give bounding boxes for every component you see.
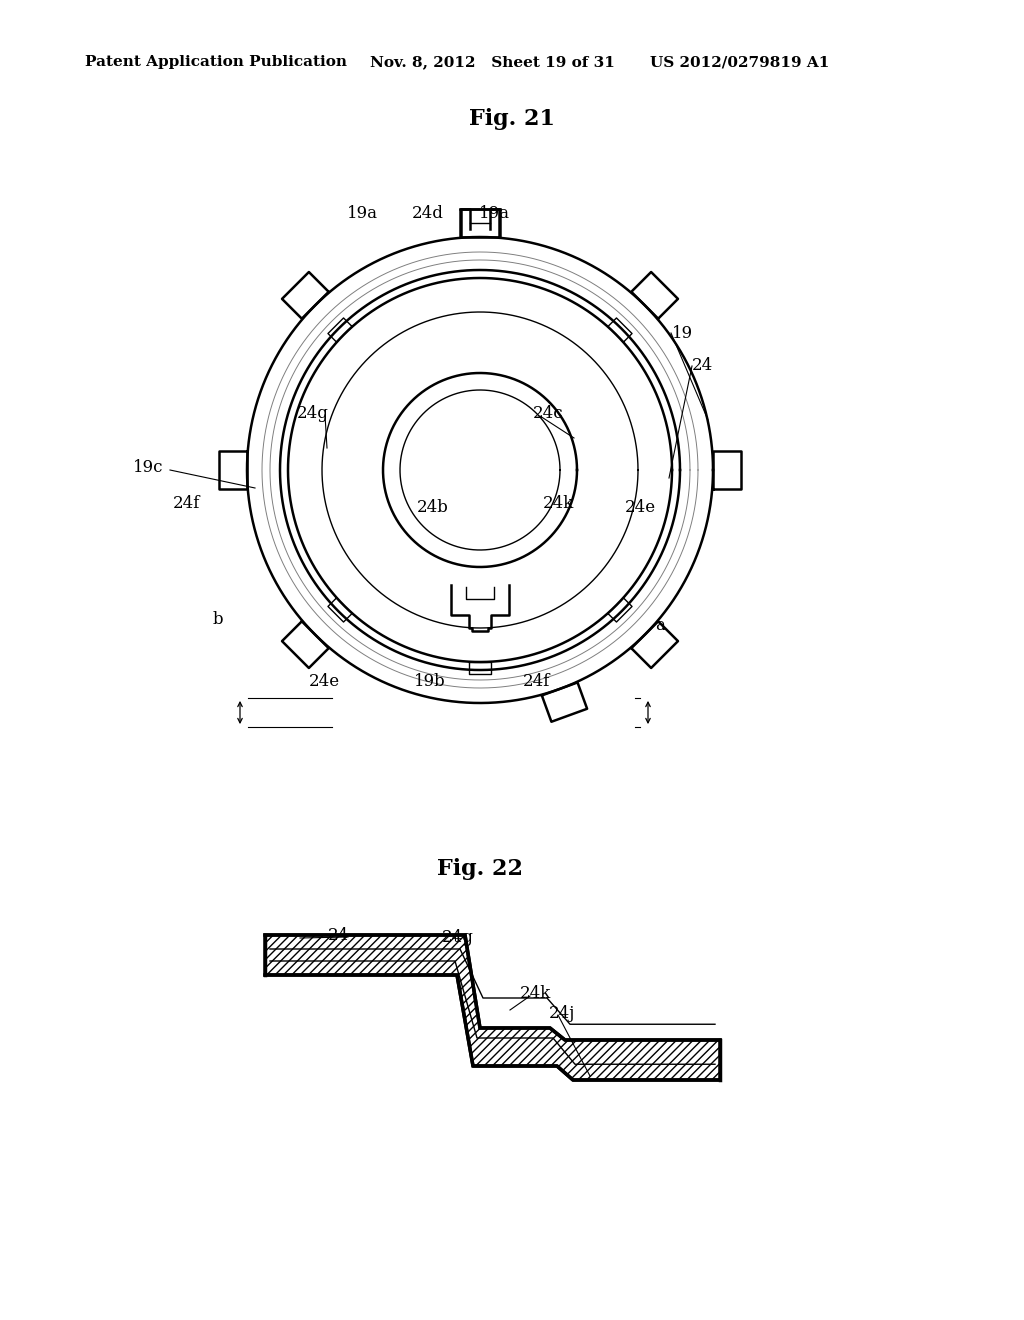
- Text: 24e: 24e: [308, 673, 340, 690]
- Text: b: b: [213, 611, 223, 628]
- Polygon shape: [265, 935, 720, 1080]
- Text: Fig. 22: Fig. 22: [437, 858, 523, 880]
- Text: Patent Application Publication: Patent Application Publication: [85, 55, 347, 69]
- Text: 24k: 24k: [519, 985, 551, 1002]
- Text: 24g: 24g: [442, 928, 474, 945]
- Text: US 2012/0279819 A1: US 2012/0279819 A1: [650, 55, 829, 69]
- Text: 24j: 24j: [549, 1005, 575, 1022]
- Text: Fig. 21: Fig. 21: [469, 108, 555, 129]
- Text: 24: 24: [328, 927, 348, 944]
- Text: Nov. 8, 2012   Sheet 19 of 31: Nov. 8, 2012 Sheet 19 of 31: [370, 55, 614, 69]
- Text: 24f: 24f: [172, 495, 200, 511]
- Text: 19c: 19c: [133, 459, 163, 477]
- Text: 19b: 19b: [414, 673, 445, 690]
- Text: 24d: 24d: [412, 205, 444, 222]
- Text: 24b: 24b: [417, 499, 449, 516]
- Text: 24c: 24c: [532, 404, 563, 421]
- Text: a: a: [655, 616, 665, 634]
- Text: 19: 19: [672, 325, 692, 342]
- Text: 19a: 19a: [478, 205, 510, 222]
- Text: 19a: 19a: [346, 205, 378, 222]
- Text: 24e: 24e: [625, 499, 655, 516]
- Text: 24k: 24k: [543, 495, 573, 511]
- Text: 24: 24: [691, 356, 713, 374]
- Text: 24f: 24f: [522, 673, 550, 690]
- Text: 24g: 24g: [297, 404, 329, 421]
